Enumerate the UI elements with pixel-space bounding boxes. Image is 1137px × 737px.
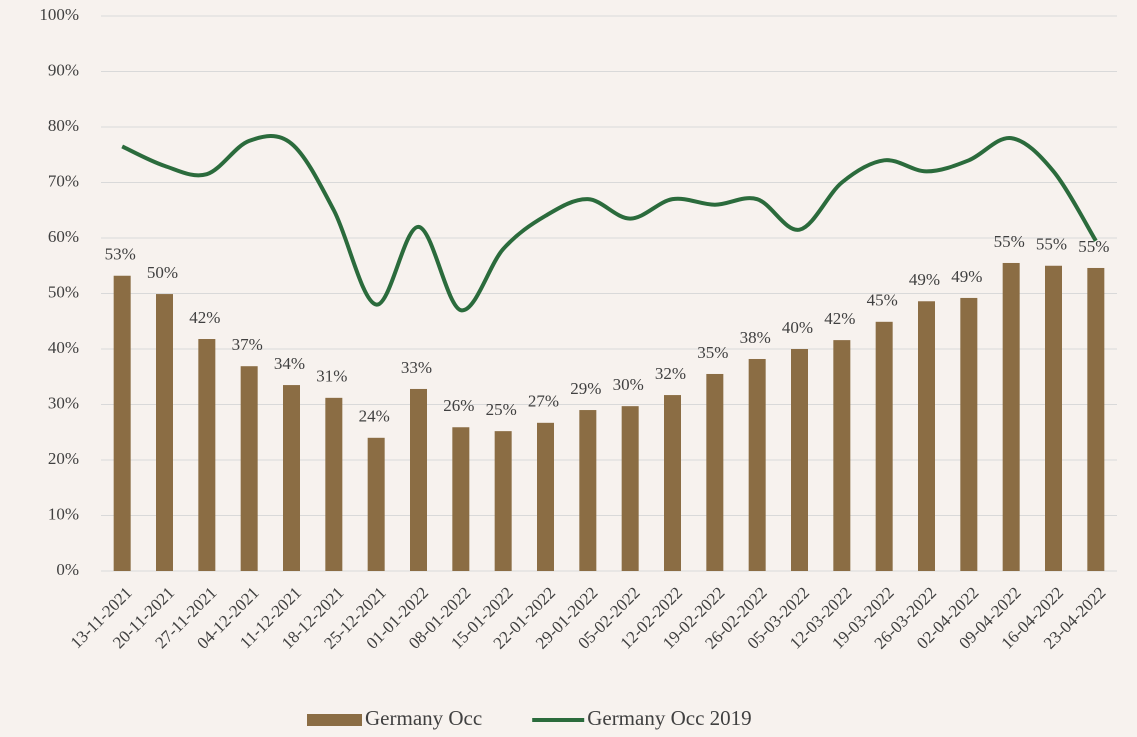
- data-label: 30%: [613, 375, 644, 394]
- bar: [537, 422, 554, 571]
- data-label: 24%: [359, 407, 390, 426]
- bar: [748, 358, 766, 571]
- bar: [1045, 265, 1062, 571]
- data-label: 31%: [316, 367, 347, 386]
- bar: [706, 373, 724, 571]
- data-label: 42%: [824, 309, 855, 328]
- data-label: 55%: [1036, 235, 1067, 254]
- bar: [113, 275, 131, 571]
- y-tick-label: 70%: [48, 171, 79, 190]
- bar: [1002, 262, 1020, 571]
- bar: [494, 431, 512, 571]
- y-tick-label: 40%: [48, 338, 79, 357]
- data-label: 55%: [994, 232, 1025, 251]
- y-tick-label: 30%: [48, 393, 79, 412]
- bar: [240, 366, 258, 571]
- line: [121, 134, 1098, 313]
- y-tick-label: 60%: [48, 227, 79, 246]
- bar: [918, 301, 935, 571]
- bar: [283, 385, 300, 571]
- bar: [621, 406, 639, 571]
- data-label: 26%: [443, 396, 474, 415]
- data-label: 33%: [401, 358, 432, 377]
- bar: [198, 339, 216, 571]
- bar: [410, 388, 427, 571]
- bar: [875, 321, 893, 571]
- data-label: 49%: [951, 267, 982, 286]
- bar: [664, 395, 681, 571]
- y-tick-label: 80%: [48, 116, 79, 135]
- data-label: 27%: [528, 392, 559, 411]
- data-label: 40%: [782, 318, 813, 337]
- data-label: 32%: [655, 364, 686, 383]
- bar: [367, 437, 385, 571]
- data-label: 34%: [274, 354, 305, 373]
- data-label: 42%: [189, 308, 220, 327]
- bar: [833, 340, 851, 571]
- bar: [1087, 267, 1105, 571]
- y-tick-label: 0%: [56, 560, 79, 579]
- y-tick-label: 10%: [48, 504, 79, 523]
- bar: [579, 410, 597, 571]
- y-tick-label: 20%: [48, 449, 79, 468]
- data-label: 50%: [147, 263, 178, 282]
- data-label: 49%: [909, 270, 940, 289]
- data-label: 37%: [232, 335, 263, 354]
- data-label: 35%: [697, 343, 728, 362]
- data-label: 55%: [1078, 237, 1109, 256]
- data-label: 53%: [105, 245, 136, 264]
- y-tick-label: 90%: [48, 60, 79, 79]
- bar: [791, 349, 808, 571]
- bar: [960, 297, 978, 571]
- y-tick-label: 50%: [48, 282, 79, 301]
- bar: [156, 294, 173, 571]
- data-label: 38%: [740, 328, 771, 347]
- data-label: 29%: [570, 379, 601, 398]
- data-label: 45%: [867, 291, 898, 310]
- data-label: 25%: [486, 400, 517, 419]
- legend-label: Germany Occ: [365, 706, 482, 730]
- bar: [452, 427, 470, 571]
- y-tick-label: 100%: [39, 5, 79, 24]
- legend-swatch: [307, 714, 362, 726]
- legend-label: Germany Occ 2019: [587, 706, 751, 730]
- bar: [325, 397, 343, 571]
